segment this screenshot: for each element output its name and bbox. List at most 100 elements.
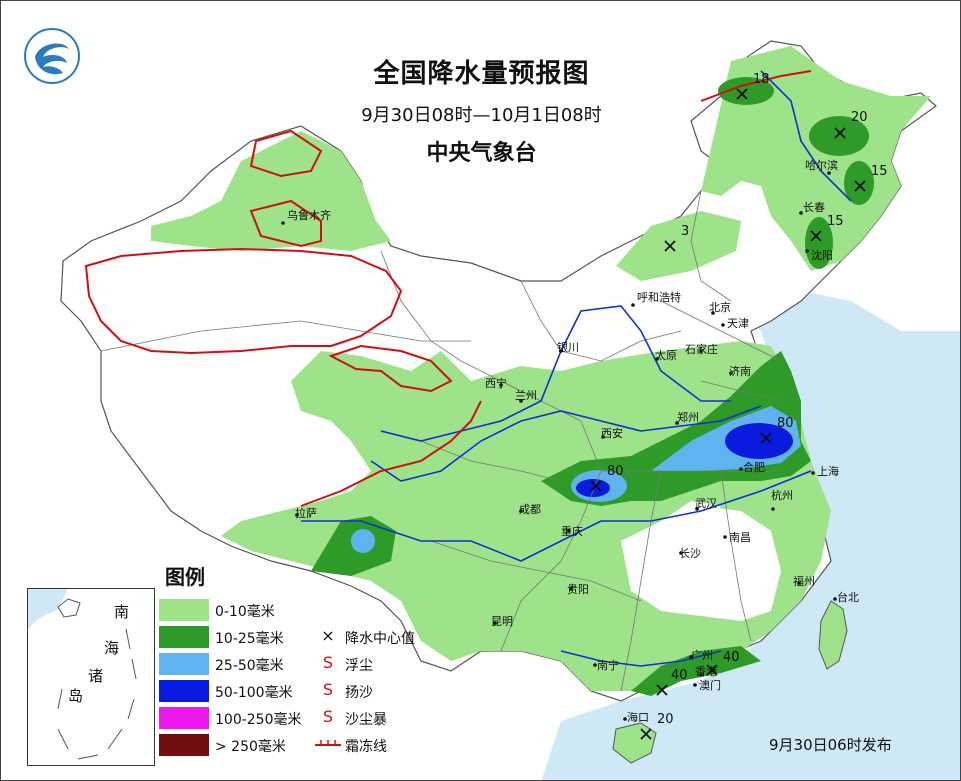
taiwan-land	[818, 600, 848, 670]
cross-icon	[656, 684, 668, 696]
center-value: 80	[607, 464, 624, 479]
city-label: 南昌	[729, 531, 751, 544]
legend-row: 100-250毫米 S 沙尘暴	[159, 707, 459, 729]
city-label: 武汉	[695, 497, 717, 510]
south-china-sea-inset: 南 海 诸 岛	[27, 588, 155, 766]
center-value: 20	[657, 712, 674, 727]
city-label: 太原	[655, 349, 677, 362]
city-label: 福州	[793, 574, 815, 588]
cross-icon	[736, 88, 748, 100]
center-value: 3	[681, 224, 689, 239]
legend-swatch	[159, 734, 209, 756]
cross-icon	[834, 127, 846, 139]
legend-row: 50-100毫米 S 扬沙	[159, 680, 459, 702]
frost-lines	[84, 70, 812, 507]
city-label: 合肥	[743, 460, 765, 474]
legend-label: 10-25毫米	[215, 631, 284, 647]
city-label: 北京	[709, 300, 731, 314]
city-label: 重庆	[561, 524, 583, 538]
cross-icon	[590, 480, 602, 492]
rivers	[301, 70, 852, 667]
city-label: 银川	[557, 340, 579, 354]
cma-logo-icon	[24, 28, 80, 84]
forecast-period: 9月30日08时—10月1日08时	[361, 105, 602, 126]
city-label: 海口	[627, 710, 649, 724]
city-label: 沈阳	[811, 248, 833, 262]
legend-row: 10-25毫米 × 降水中心值	[159, 626, 459, 648]
cross-icon: ×	[321, 626, 335, 645]
city-label: 成都	[519, 503, 541, 516]
legend-row: 25-50毫米 S 浮尘	[159, 653, 459, 675]
center-value: 15	[827, 214, 844, 229]
issuing-agency: 中央气象台	[426, 141, 537, 166]
inset-label: 南	[114, 603, 130, 621]
city-label: 长沙	[679, 547, 701, 560]
inset-map	[28, 589, 137, 760]
city-label: 拉萨	[295, 506, 317, 520]
city-label: 台北	[837, 590, 859, 604]
center-value: 40	[671, 668, 688, 683]
legend-title: 图例	[165, 565, 205, 589]
center-value: 15	[871, 164, 888, 179]
city-label: 昆明	[491, 615, 513, 628]
city-label: 香港	[695, 665, 717, 678]
legend-row: 0-10毫米	[159, 599, 459, 621]
map-title: 全国降水量预报图	[373, 59, 590, 89]
center-value: 18	[753, 72, 770, 87]
cross-icon	[706, 664, 718, 676]
legend-swatch	[159, 680, 209, 702]
precipitation-centers	[590, 88, 866, 740]
cross-icon	[664, 240, 676, 252]
city-label: 郑州	[677, 410, 699, 424]
legend-label: 0-10毫米	[215, 604, 275, 620]
legend-label: 50-100毫米	[215, 685, 293, 701]
cross-icon	[854, 180, 866, 192]
city-label: 上海	[817, 464, 839, 478]
legend-row: > 250毫米 霜冻线	[159, 734, 459, 756]
city-label: 澳门	[699, 678, 721, 692]
legend: 图例 0-10毫米 10-25毫米 × 降水中心值 25-50毫米 S 浮尘 5…	[159, 561, 459, 761]
city-label: 西宁	[485, 376, 507, 390]
city-label: 贵阳	[567, 583, 589, 596]
city-label: 南宁	[597, 658, 619, 672]
legend-label: > 250毫米	[215, 739, 286, 755]
center-value: 20	[851, 110, 868, 125]
center-value: 40	[723, 650, 740, 665]
legend-swatch	[159, 653, 209, 675]
blowing-sand-icon: S	[322, 680, 334, 699]
inset-label: 诸	[88, 667, 104, 685]
legend-label: 100-250毫米	[215, 712, 302, 728]
city-label: 石家庄	[685, 342, 718, 356]
city-label: 杭州	[771, 488, 793, 502]
inset-label: 海	[104, 639, 120, 657]
issue-time: 9月30日06时发布	[769, 736, 892, 754]
sea-area	[541, 291, 960, 780]
legend-swatch	[159, 626, 209, 648]
city-label: 乌鲁木齐	[287, 208, 331, 222]
frost-line-icon	[315, 740, 341, 746]
city-label: 兰州	[515, 389, 537, 402]
city-label: 西安	[601, 426, 623, 440]
center-value: 80	[777, 416, 794, 431]
legend-symbol-label: 扬沙	[345, 685, 373, 701]
legend-swatch	[159, 707, 209, 729]
floating-dust-icon: S	[322, 653, 334, 672]
cross-icon	[640, 728, 652, 740]
city-label: 广州	[691, 649, 713, 662]
city-label: 天津	[727, 317, 749, 330]
city-dots	[281, 171, 837, 721]
sandstorm-icon: S	[322, 707, 334, 726]
legend-symbol-label: 沙尘暴	[345, 712, 387, 728]
legend-symbol-label: 霜冻线	[345, 739, 387, 755]
city-label: 哈尔滨	[805, 158, 838, 172]
legend-label: 25-50毫米	[215, 658, 284, 674]
cross-icon	[810, 230, 822, 242]
legend-symbol-label: 浮尘	[345, 658, 373, 674]
city-label: 长春	[803, 201, 825, 214]
inset-label: 岛	[68, 687, 84, 705]
legend-swatch	[159, 599, 209, 621]
cross-icon	[760, 432, 772, 444]
city-label: 济南	[729, 364, 751, 378]
